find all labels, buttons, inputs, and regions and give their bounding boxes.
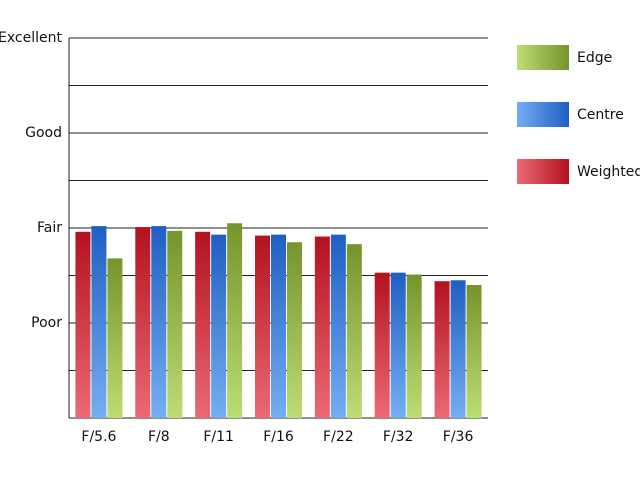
bar [107,258,123,418]
legend-swatch [517,45,569,70]
legend-swatch [517,102,569,127]
bar [195,231,211,418]
bar [434,281,450,418]
y-tick-label: Excellent [0,30,63,46]
x-tick-label: F/36 [443,429,474,445]
legend-swatch [517,159,569,184]
bar [271,234,286,418]
bar [227,223,243,418]
bar [330,234,346,418]
x-tick-label: F/5.6 [81,429,116,445]
bar [346,244,362,418]
bar [167,230,183,418]
bar [466,285,482,418]
bar [390,272,406,418]
bar [406,274,422,418]
y-tick-label: Fair [37,220,62,236]
y-tick-label: Good [25,125,62,141]
bar [287,242,302,418]
y-tick-label: Poor [31,315,62,331]
bar [211,234,227,418]
bar [151,226,167,418]
bar [374,272,390,418]
x-tick-label: F/16 [263,429,294,445]
legend-label: Edge [577,50,612,66]
x-tick-label: F/8 [148,429,170,445]
x-tick-label: F/11 [203,429,234,445]
x-tick-label: F/32 [383,429,414,445]
bar [314,236,330,418]
legend-label: Centre [577,107,624,123]
bar [450,280,466,418]
legend-label: Weighted [577,164,640,180]
x-tick-label: F/22 [323,429,354,445]
bar [135,227,151,418]
bar [75,231,91,418]
bar [91,226,107,418]
bar [255,235,270,418]
